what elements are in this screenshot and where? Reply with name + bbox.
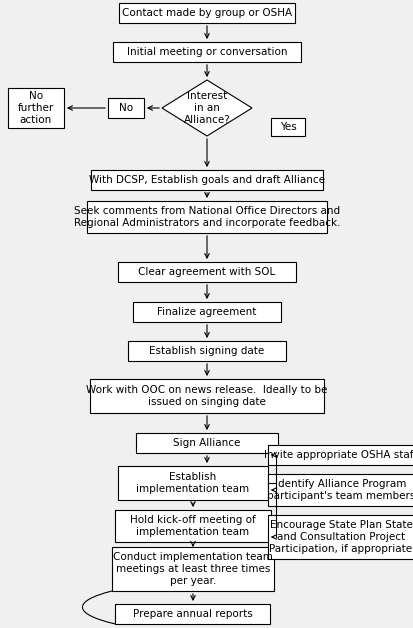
Text: Establish
implementation team: Establish implementation team: [136, 472, 249, 494]
Bar: [8, 88, 64, 128]
Text: Seek comments from National Office Directors and
Regional Administrators and inc: Seek comments from National Office Direc…: [74, 206, 339, 228]
Text: Encourage State Plan State
and Consultation Project
Participation, if appropriat: Encourage State Plan State and Consultat…: [269, 521, 412, 554]
Text: Clear agreement with SOL: Clear agreement with SOL: [138, 267, 275, 277]
Bar: [118, 262, 295, 282]
Bar: [115, 510, 271, 542]
Text: Interest
in an
Alliance?: Interest in an Alliance?: [183, 92, 230, 124]
Bar: [90, 379, 323, 413]
Bar: [267, 474, 413, 506]
Polygon shape: [161, 80, 252, 136]
Bar: [118, 466, 267, 500]
Bar: [267, 515, 413, 559]
Text: Contact made by group or OSHA: Contact made by group or OSHA: [122, 8, 291, 18]
Text: Work with OOC on news release.  Ideally to be
issued on singing date: Work with OOC on news release. Ideally t…: [86, 385, 327, 407]
Text: Establish signing date: Establish signing date: [149, 346, 264, 356]
Bar: [112, 547, 273, 591]
Bar: [113, 42, 300, 62]
Text: Invite appropriate OSHA staff: Invite appropriate OSHA staff: [264, 450, 413, 460]
Bar: [267, 445, 413, 465]
Text: No: No: [119, 103, 133, 113]
Text: Hold kick-off meeting of
implementation team: Hold kick-off meeting of implementation …: [130, 515, 255, 537]
Bar: [91, 170, 322, 190]
Bar: [271, 118, 304, 136]
Text: Sign Alliance: Sign Alliance: [173, 438, 240, 448]
Bar: [128, 341, 285, 361]
Bar: [133, 302, 280, 322]
Text: Finalize agreement: Finalize agreement: [157, 307, 256, 317]
Text: Yes: Yes: [279, 122, 296, 132]
Text: Conduct implementation team
meetings at least three times
per year.: Conduct implementation team meetings at …: [113, 553, 272, 585]
Bar: [115, 604, 270, 624]
Bar: [136, 433, 277, 453]
Text: No
further
action: No further action: [18, 92, 54, 124]
Bar: [87, 201, 326, 233]
Text: Prepare annual reports: Prepare annual reports: [133, 609, 252, 619]
Bar: [119, 3, 294, 23]
Text: Identify Alliance Program
participant's team members: Identify Alliance Program participant's …: [266, 479, 413, 501]
Text: Initial meeting or conversation: Initial meeting or conversation: [126, 47, 287, 57]
Bar: [108, 98, 144, 118]
Text: With DCSP, Establish goals and draft Alliance: With DCSP, Establish goals and draft All…: [89, 175, 324, 185]
